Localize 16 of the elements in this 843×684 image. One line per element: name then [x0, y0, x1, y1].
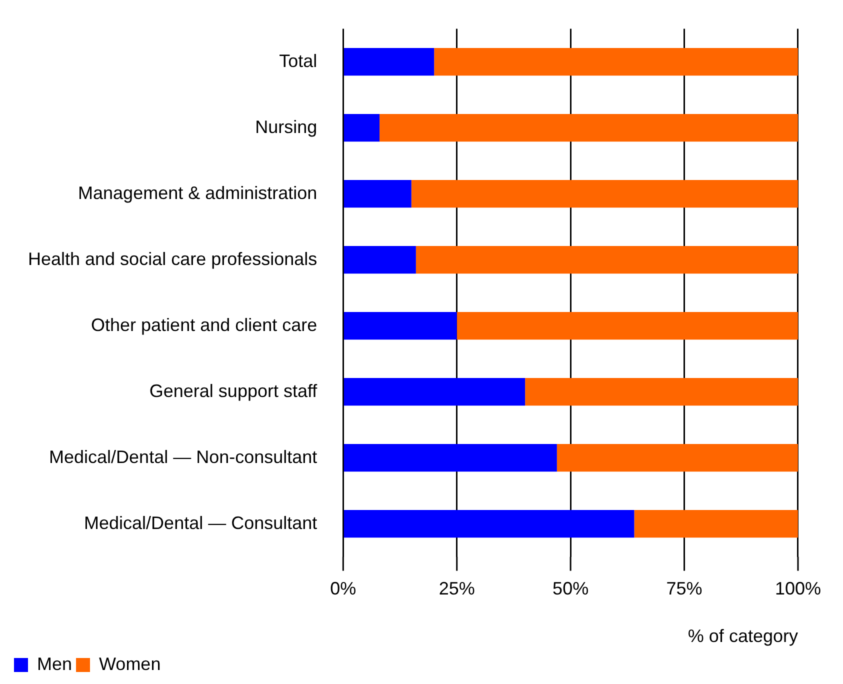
x-tick-label: 100%: [774, 578, 822, 599]
x-tick-label: 0%: [330, 578, 356, 599]
y-tick-label: Medical/Dental — Consultant: [84, 512, 318, 533]
y-tick-label: Total: [279, 50, 318, 71]
legend-label: Men: [37, 654, 72, 674]
x-tick-label: 75%: [666, 578, 702, 599]
x-tick-label: 50%: [552, 578, 589, 599]
y-tick-label: General support staff: [149, 380, 318, 401]
legend-label: Women: [99, 654, 161, 674]
y-tick-label: Management & administration: [78, 182, 318, 203]
y-tick-label: Other patient and client care: [91, 314, 318, 335]
y-tick-label: Health and social care professionals: [28, 248, 318, 269]
x-tick-label: 25%: [438, 578, 475, 599]
y-tick-label: Nursing: [255, 116, 318, 137]
y-tick-label: Medical/Dental — Non-consultant: [49, 446, 318, 467]
x-axis-title: % of category: [688, 626, 798, 646]
